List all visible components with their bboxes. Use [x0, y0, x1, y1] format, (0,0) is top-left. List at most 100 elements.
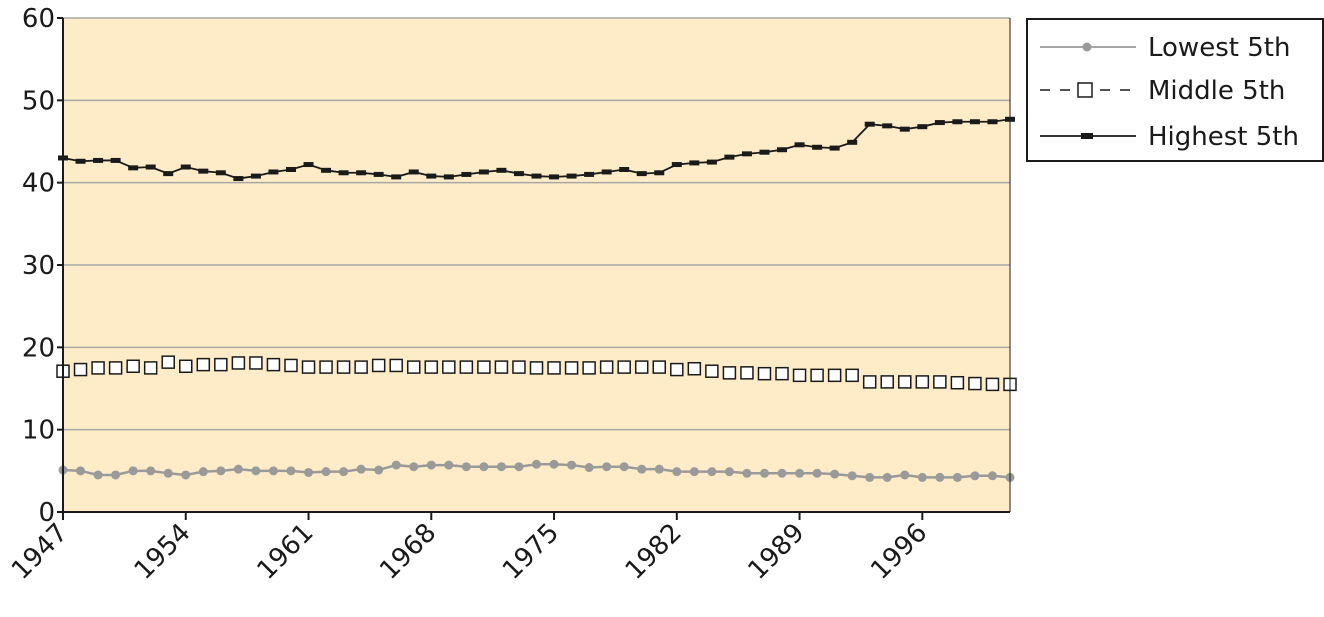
data-point-highest-5th — [812, 144, 823, 150]
data-point-highest-5th — [215, 170, 226, 176]
data-point-lowest-5th — [952, 472, 962, 482]
data-point-lowest-5th — [286, 466, 296, 476]
data-point-highest-5th — [987, 119, 998, 125]
data-point-lowest-5th — [795, 468, 805, 478]
data-point-middle-5th — [862, 375, 877, 389]
data-point-middle-5th — [284, 358, 298, 373]
data-point-middle-5th — [670, 362, 684, 377]
data-point-highest-5th — [864, 121, 875, 127]
data-point-highest-5th — [408, 169, 419, 175]
y-tick-label: 20 — [22, 333, 55, 363]
data-point-highest-5th — [777, 147, 788, 153]
data-point-highest-5th — [671, 162, 682, 168]
data-point-highest-5th — [373, 171, 384, 177]
legend-label-highest-5th: Highest 5th — [1148, 122, 1299, 152]
data-point-highest-5th — [321, 167, 332, 173]
data-point-lowest-5th — [76, 466, 86, 476]
legend: Lowest 5th Middle 5th Highest 5th — [1026, 18, 1324, 162]
data-point-highest-5th — [899, 126, 910, 132]
series-lowest-5th — [58, 459, 1015, 482]
data-point-lowest-5th — [900, 470, 910, 480]
data-point-middle-5th — [266, 357, 281, 372]
data-point-lowest-5th — [532, 459, 541, 469]
data-point-highest-5th — [882, 123, 893, 129]
data-point-highest-5th — [461, 171, 472, 177]
data-point-highest-5th — [566, 173, 577, 179]
x-axis-tick-labels: 1947 1954 1961 1968 1975 1982 1989 1996 — [6, 518, 933, 586]
data-point-lowest-5th — [987, 471, 997, 481]
data-point-middle-5th — [231, 356, 246, 370]
data-point-highest-5th — [128, 165, 139, 171]
data-point-highest-5th — [180, 164, 191, 170]
data-point-lowest-5th — [93, 470, 103, 480]
data-point-middle-5th — [301, 360, 316, 374]
legend-item-highest-5th: Highest 5th — [1040, 122, 1299, 152]
data-point-middle-5th — [652, 360, 667, 374]
data-point-middle-5th — [477, 360, 491, 374]
data-point-middle-5th — [494, 360, 509, 374]
data-point-middle-5th — [196, 357, 211, 372]
axes — [57, 17, 1011, 520]
data-point-middle-5th — [845, 368, 859, 383]
data-point-lowest-5th — [619, 462, 629, 472]
x-tick-label: 1989 — [743, 518, 811, 586]
data-point-middle-5th — [950, 375, 965, 390]
data-point-highest-5th — [250, 173, 261, 179]
data-point-lowest-5th — [707, 467, 717, 477]
data-point-middle-5th — [792, 368, 807, 383]
data-point-highest-5th — [285, 166, 296, 172]
data-point-lowest-5th — [233, 464, 243, 474]
data-point-middle-5th — [249, 356, 263, 370]
data-point-middle-5th — [582, 361, 596, 375]
data-point-lowest-5th — [181, 470, 191, 480]
data-point-highest-5th — [969, 119, 980, 125]
data-point-middle-5th — [617, 360, 631, 374]
data-point-highest-5th — [426, 173, 437, 179]
x-tick-label: 1961 — [251, 518, 319, 586]
data-point-lowest-5th — [759, 468, 769, 478]
data-point-lowest-5th — [268, 466, 278, 476]
data-point-middle-5th — [547, 361, 561, 375]
data-point-lowest-5th — [584, 463, 594, 473]
data-point-lowest-5th — [830, 469, 840, 479]
data-point-highest-5th — [478, 169, 489, 175]
data-point-highest-5th — [303, 162, 314, 168]
legend-marker-highest-5th — [1081, 133, 1093, 139]
data-point-middle-5th — [371, 358, 386, 373]
data-point-highest-5th — [794, 142, 805, 148]
y-tick-label: 0 — [38, 498, 55, 528]
data-point-middle-5th — [722, 366, 737, 380]
data-point-middle-5th — [143, 361, 158, 375]
data-point-lowest-5th — [742, 468, 752, 478]
data-point-middle-5th — [599, 360, 614, 374]
data-point-highest-5th — [531, 173, 542, 179]
data-point-lowest-5th — [146, 466, 156, 476]
data-point-highest-5th — [513, 171, 524, 177]
series-middle-5th — [56, 355, 1017, 392]
series-layer — [56, 116, 1017, 482]
data-point-lowest-5th — [689, 467, 699, 477]
data-point-middle-5th — [757, 366, 772, 381]
data-point-highest-5th — [443, 174, 454, 180]
data-point-middle-5th — [880, 375, 894, 389]
data-point-middle-5th — [740, 366, 754, 380]
data-point-lowest-5th — [935, 472, 945, 482]
data-point-lowest-5th — [374, 465, 384, 475]
data-point-highest-5th — [75, 158, 86, 164]
data-point-highest-5th — [741, 151, 752, 157]
series-highest-5th — [58, 116, 1015, 182]
data-point-middle-5th — [459, 360, 474, 374]
data-point-lowest-5th — [496, 462, 506, 472]
legend-item-middle-5th: Middle 5th — [1040, 76, 1285, 106]
data-point-highest-5th — [829, 145, 840, 151]
data-point-middle-5th — [161, 355, 175, 369]
y-tick-label: 50 — [22, 86, 55, 116]
data-point-middle-5th — [810, 368, 824, 383]
data-point-lowest-5th — [163, 468, 173, 478]
data-point-highest-5th — [689, 160, 700, 166]
data-point-middle-5th — [336, 360, 351, 374]
data-point-highest-5th — [233, 176, 244, 182]
data-point-lowest-5th — [198, 467, 208, 477]
data-point-middle-5th — [108, 361, 123, 375]
